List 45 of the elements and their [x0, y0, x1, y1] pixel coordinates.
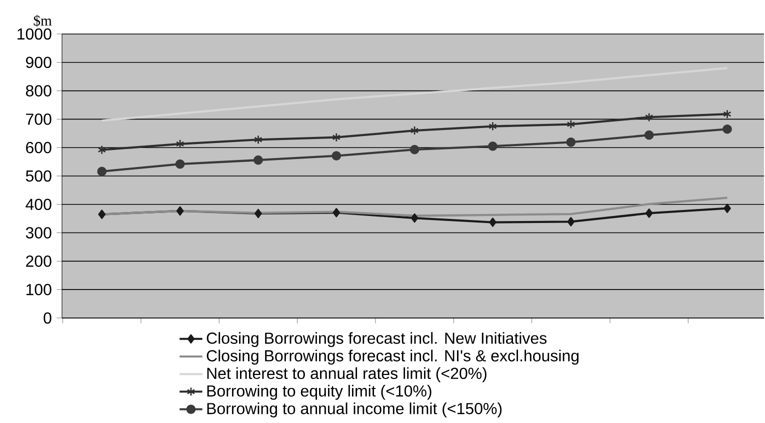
legend-label: Closing Borrowings forecast incl. NI's & excl.housing — [206, 350, 578, 365]
y-tick-label: 600 — [26, 142, 52, 154]
point — [332, 151, 342, 160]
point — [254, 208, 262, 218]
point — [254, 155, 263, 165]
y-tick-label: 200 — [26, 256, 52, 267]
legend-label: Closing Borrowings forecast incl. New Initiatives — [206, 332, 547, 348]
y-tick-label: 0 — [44, 312, 52, 324]
y-tick-label: 1000 — [18, 28, 52, 40]
point — [644, 130, 654, 140]
point — [645, 208, 653, 218]
point — [566, 138, 576, 147]
point — [176, 206, 184, 216]
point — [98, 210, 106, 219]
line-series — [100, 67, 728, 122]
point — [410, 126, 419, 136]
legend-label: Net interest to annual rates limit (<20%) — [207, 367, 486, 382]
y-tick-label: 300 — [26, 227, 52, 238]
point — [410, 213, 418, 223]
y-tick-label: 700 — [26, 114, 52, 125]
y-tick-label: 900 — [26, 56, 52, 68]
point — [332, 208, 340, 218]
point — [723, 109, 732, 119]
point — [410, 144, 420, 154]
y-tick-label: 400 — [26, 198, 52, 210]
point — [98, 145, 106, 155]
legend-label: Borrowing to annual income limit (<150%) — [207, 402, 502, 418]
point — [488, 122, 497, 131]
y-tick-label: 100 — [26, 284, 52, 296]
y-tick-label: 500 — [26, 170, 52, 182]
point — [566, 120, 576, 129]
point — [567, 217, 575, 226]
point — [175, 159, 185, 169]
point — [644, 112, 654, 122]
point — [488, 142, 498, 151]
point — [176, 139, 184, 149]
y-tick-label: 800 — [26, 85, 52, 96]
point — [489, 218, 496, 227]
point — [332, 132, 341, 142]
y-axis-title: $m — [34, 14, 52, 27]
point — [254, 134, 262, 144]
point — [724, 204, 731, 214]
point — [722, 124, 732, 134]
legend-label: Borrowing to equity limit (<10%) — [207, 384, 432, 400]
point — [97, 166, 107, 176]
